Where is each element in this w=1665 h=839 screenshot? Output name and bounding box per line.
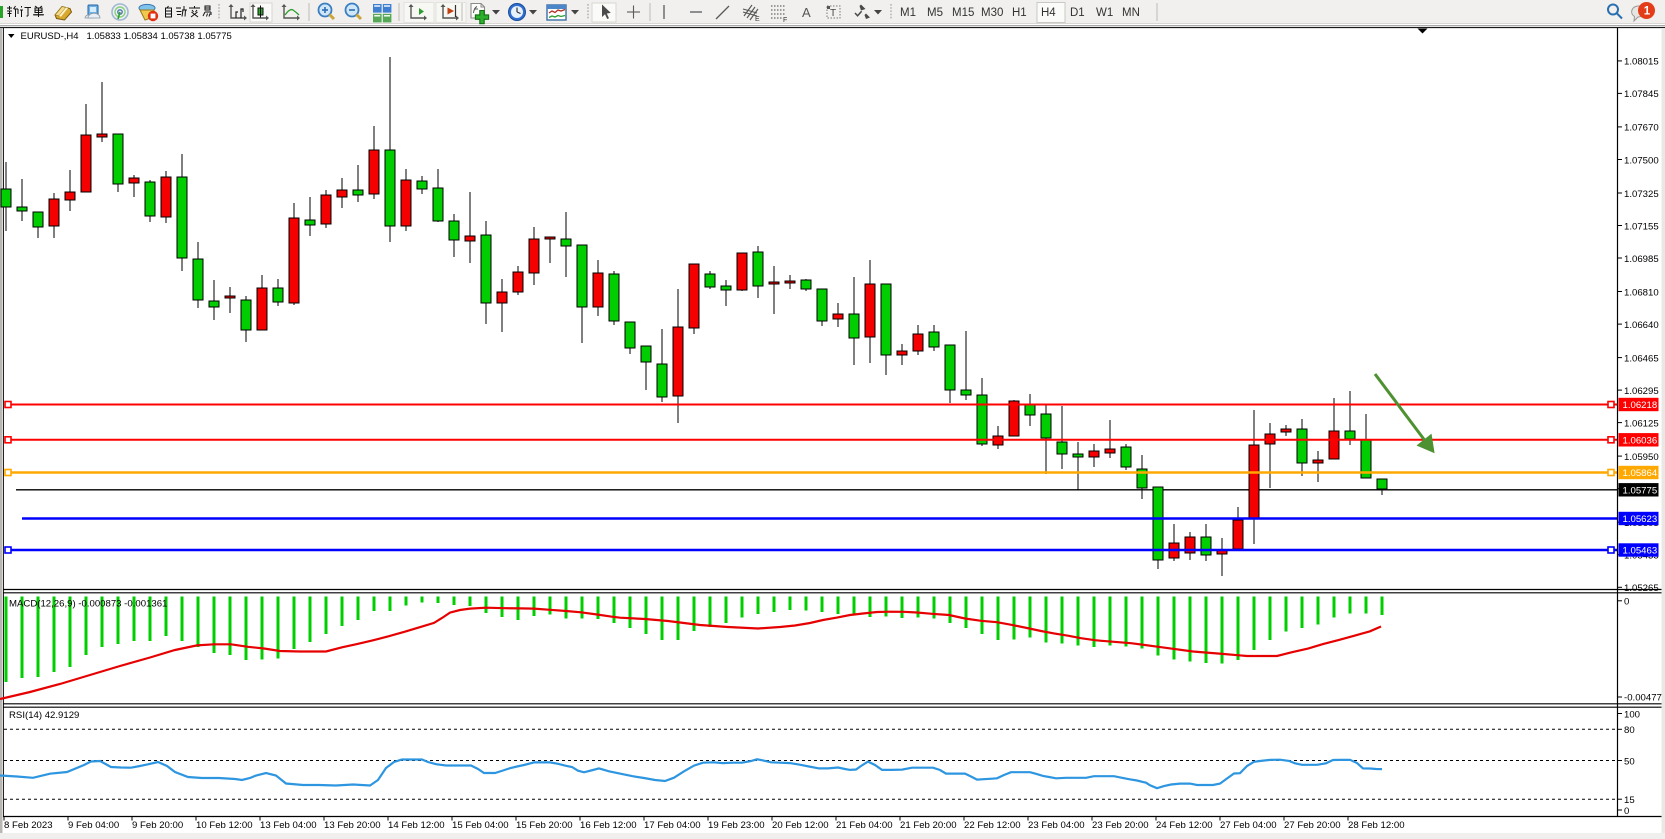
svg-text:16 Feb 12:00: 16 Feb 12:00 [580,820,637,831]
svg-text:9 Feb 20:00: 9 Feb 20:00 [132,820,183,831]
svg-text:1.06125: 1.06125 [1624,418,1659,429]
svg-text:RSI(14) 42.9129: RSI(14) 42.9129 [9,710,79,721]
svg-text:M5: M5 [927,7,943,19]
svg-text:23 Feb 20:00: 23 Feb 20:00 [1092,820,1149,831]
svg-text:24 Feb 12:00: 24 Feb 12:00 [1156,820,1213,831]
svg-text:100: 100 [1624,709,1640,720]
svg-text:21 Feb 20:00: 21 Feb 20:00 [900,820,957,831]
svg-text:EURUSD-,H4 1.05833 1.05834 1: EURUSD-,H4 1.05833 1.05834 1.05738 1.057… [21,31,232,42]
svg-text:14 Feb 12:00: 14 Feb 12:00 [388,820,445,831]
svg-text:1.05623: 1.05623 [1623,514,1658,525]
svg-text:-0.00477: -0.00477 [1624,693,1662,704]
svg-text:1: 1 [1644,6,1651,18]
svg-text:MN: MN [1122,7,1140,19]
svg-text:15 Feb 20:00: 15 Feb 20:00 [516,820,573,831]
svg-text:80: 80 [1624,725,1635,736]
svg-text:1.07845: 1.07845 [1624,89,1659,100]
svg-text:15: 15 [1624,795,1635,806]
svg-text:H1: H1 [1012,7,1027,19]
svg-text:0: 0 [1624,806,1629,817]
svg-text:1.06218: 1.06218 [1623,400,1658,411]
svg-text:1.07155: 1.07155 [1624,221,1659,232]
svg-text:A: A [802,5,811,20]
svg-text:22 Feb 12:00: 22 Feb 12:00 [964,820,1021,831]
svg-text:8 Feb 2023: 8 Feb 2023 [4,820,53,831]
svg-text:H4: H4 [1041,7,1056,19]
svg-text:M30: M30 [981,7,1003,19]
svg-text:E: E [755,16,760,23]
svg-text:1.06810: 1.06810 [1624,287,1659,298]
svg-text:T: T [830,8,836,19]
svg-text:1.06465: 1.06465 [1624,353,1659,364]
svg-text:1.08015: 1.08015 [1624,57,1659,68]
svg-text:10 Feb 12:00: 10 Feb 12:00 [196,820,253,831]
svg-text:17 Feb 04:00: 17 Feb 04:00 [644,820,701,831]
svg-text:28 Feb 12:00: 28 Feb 12:00 [1348,820,1405,831]
svg-text:M1: M1 [900,7,916,19]
svg-text:W1: W1 [1096,7,1113,19]
svg-text:27 Feb 04:00: 27 Feb 04:00 [1220,820,1277,831]
svg-text:MACD(12,26,9) -0.000873 -0.001: MACD(12,26,9) -0.000873 -0.001361 [9,599,167,610]
svg-text:1.07670: 1.07670 [1624,123,1659,134]
svg-text:19 Feb 23:00: 19 Feb 23:00 [708,820,765,831]
svg-text:1.05463: 1.05463 [1623,546,1658,557]
svg-text:1.05775: 1.05775 [1623,485,1658,496]
svg-text:1.05864: 1.05864 [1623,468,1658,479]
svg-text:M15: M15 [952,7,974,19]
svg-text:13 Feb 20:00: 13 Feb 20:00 [324,820,381,831]
svg-text:1.06985: 1.06985 [1624,254,1659,265]
svg-text:1.07325: 1.07325 [1624,189,1659,200]
svg-text:1.06036: 1.06036 [1623,435,1658,446]
svg-text:F: F [783,17,787,24]
svg-text:0: 0 [1624,596,1629,607]
svg-text:1.07500: 1.07500 [1624,155,1659,166]
svg-text:1.06295: 1.06295 [1624,386,1659,397]
svg-text:50: 50 [1624,756,1635,767]
svg-text:21 Feb 04:00: 21 Feb 04:00 [836,820,893,831]
svg-text:13 Feb 04:00: 13 Feb 04:00 [260,820,317,831]
svg-text:27 Feb 20:00: 27 Feb 20:00 [1284,820,1341,831]
svg-text:23 Feb 04:00: 23 Feb 04:00 [1028,820,1085,831]
svg-text:9 Feb 04:00: 9 Feb 04:00 [68,820,119,831]
svg-text:1.05265: 1.05265 [1624,583,1659,594]
svg-text:D1: D1 [1070,7,1085,19]
svg-text:1.06640: 1.06640 [1624,320,1659,331]
svg-text:15 Feb 04:00: 15 Feb 04:00 [452,820,509,831]
svg-text:20 Feb 12:00: 20 Feb 12:00 [772,820,829,831]
svg-text:1.05950: 1.05950 [1624,452,1659,463]
